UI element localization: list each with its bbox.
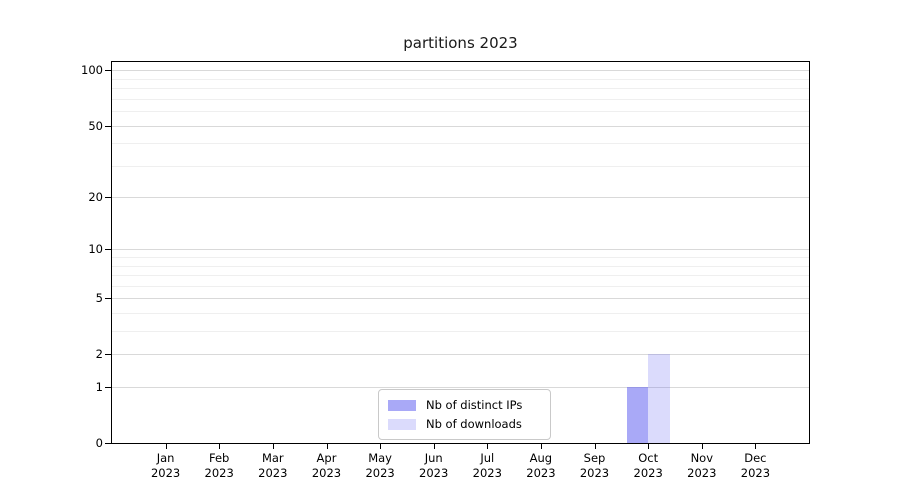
x-tick-mark	[701, 444, 703, 449]
gridline-minor	[112, 285, 809, 287]
legend-item: Nb of downloads	[379, 417, 550, 431]
x-tick-year: 2023	[150, 466, 181, 480]
gridline-minor	[112, 275, 809, 277]
x-tick-mark	[272, 444, 274, 449]
gridline-major	[112, 125, 809, 127]
gridline-minor	[112, 111, 809, 113]
x-tick-label: Jul 2023	[459, 451, 515, 481]
gridline-major	[112, 298, 809, 300]
x-tick-month: Jun	[424, 451, 443, 465]
x-tick-month: Jan	[156, 451, 175, 465]
gridline-minor	[112, 88, 809, 90]
x-tick-label: Nov 2023	[674, 451, 730, 481]
y-tick-mark	[105, 125, 111, 127]
legend-item-label: Nb of distinct IPs	[426, 398, 523, 412]
x-tick-mark	[648, 444, 650, 449]
y-tick-label: 50	[88, 118, 103, 133]
y-tick-mark	[105, 197, 111, 199]
x-tick-year: 2023	[258, 466, 288, 480]
gridline-minor	[112, 313, 809, 314]
bar-downloads	[648, 354, 670, 443]
x-tick-label: May 2023	[352, 451, 408, 481]
y-tick-label: 20	[88, 190, 103, 205]
x-tick-mark	[487, 444, 489, 449]
x-tick-mark	[433, 444, 435, 449]
x-tick-year: 2023	[740, 466, 771, 480]
x-tick-month: Aug	[529, 451, 553, 465]
y-tick-mark	[105, 249, 111, 251]
gridline-major	[112, 354, 809, 356]
bar-distinct-ips	[626, 387, 649, 443]
x-tick-label: Jan 2023	[138, 451, 194, 481]
gridline-major	[112, 70, 809, 72]
legend-item-label: Nb of downloads	[426, 417, 522, 431]
x-tick-mark	[540, 444, 542, 449]
x-tick-year: 2023	[472, 466, 502, 480]
x-tick-mark	[380, 444, 382, 449]
y-tick-label: 2	[95, 347, 103, 362]
y-tick-label: 5	[95, 291, 103, 306]
gridline-minor	[112, 331, 809, 333]
x-tick-label: Apr 2023	[299, 451, 355, 481]
legend-swatch	[388, 418, 416, 430]
x-tick-mark	[219, 444, 221, 449]
x-tick-month: Oct	[638, 451, 659, 465]
gridline-minor	[112, 143, 809, 145]
x-tick-month: Dec	[744, 451, 767, 465]
gridline-major	[112, 249, 809, 251]
x-tick-year: 2023	[526, 466, 556, 480]
x-tick-label: Jun 2023	[406, 451, 462, 481]
gridline-minor	[112, 265, 809, 267]
y-tick-mark	[105, 387, 111, 388]
gridline-major	[112, 387, 809, 388]
legend-item: Nb of distinct IPs	[379, 398, 550, 412]
x-tick-month: Jul	[480, 451, 495, 465]
x-tick-label: Dec 2023	[727, 451, 783, 481]
x-tick-month: May	[368, 451, 392, 465]
y-tick-mark	[105, 298, 111, 300]
y-tick-label: 10	[88, 242, 103, 257]
x-tick-year: 2023	[204, 466, 234, 480]
x-tick-month: Mar	[261, 451, 284, 465]
gridline-minor	[112, 257, 809, 259]
x-tick-year: 2023	[579, 466, 610, 480]
x-tick-label: Mar 2023	[245, 451, 301, 481]
x-tick-label: Feb 2023	[191, 451, 247, 481]
x-tick-year: 2023	[365, 466, 395, 480]
x-tick-year: 2023	[419, 466, 449, 480]
x-tick-mark	[594, 444, 596, 449]
y-tick-mark	[105, 354, 111, 356]
y-tick-mark	[105, 443, 111, 444]
gridline-major	[112, 197, 809, 199]
y-tick-label: 1	[95, 380, 103, 394]
x-tick-year: 2023	[311, 466, 342, 480]
gridline-minor	[112, 78, 809, 80]
y-tick-mark	[105, 70, 111, 72]
x-tick-month: Sep	[583, 451, 606, 465]
x-tick-year: 2023	[633, 466, 663, 480]
x-tick-month: Feb	[209, 451, 230, 465]
x-tick-label: Oct 2023	[620, 451, 676, 481]
x-tick-mark	[755, 444, 757, 449]
x-tick-month: Nov	[690, 451, 714, 465]
gridline-minor	[112, 165, 809, 167]
x-tick-label: Aug 2023	[513, 451, 569, 481]
x-tick-year: 2023	[687, 466, 717, 480]
plot-area	[111, 61, 810, 444]
x-tick-month: Apr	[316, 451, 337, 465]
legend: Nb of distinct IPs Nb of downloads	[378, 389, 551, 440]
x-tick-mark	[165, 444, 167, 449]
y-tick-label: 0	[95, 436, 103, 450]
y-tick-label: 100	[81, 63, 103, 78]
x-tick-label: Sep 2023	[567, 451, 623, 481]
legend-swatch	[388, 399, 416, 411]
chart-title: partitions 2023	[403, 34, 518, 52]
x-tick-mark	[326, 444, 328, 449]
gridline-minor	[112, 98, 809, 100]
